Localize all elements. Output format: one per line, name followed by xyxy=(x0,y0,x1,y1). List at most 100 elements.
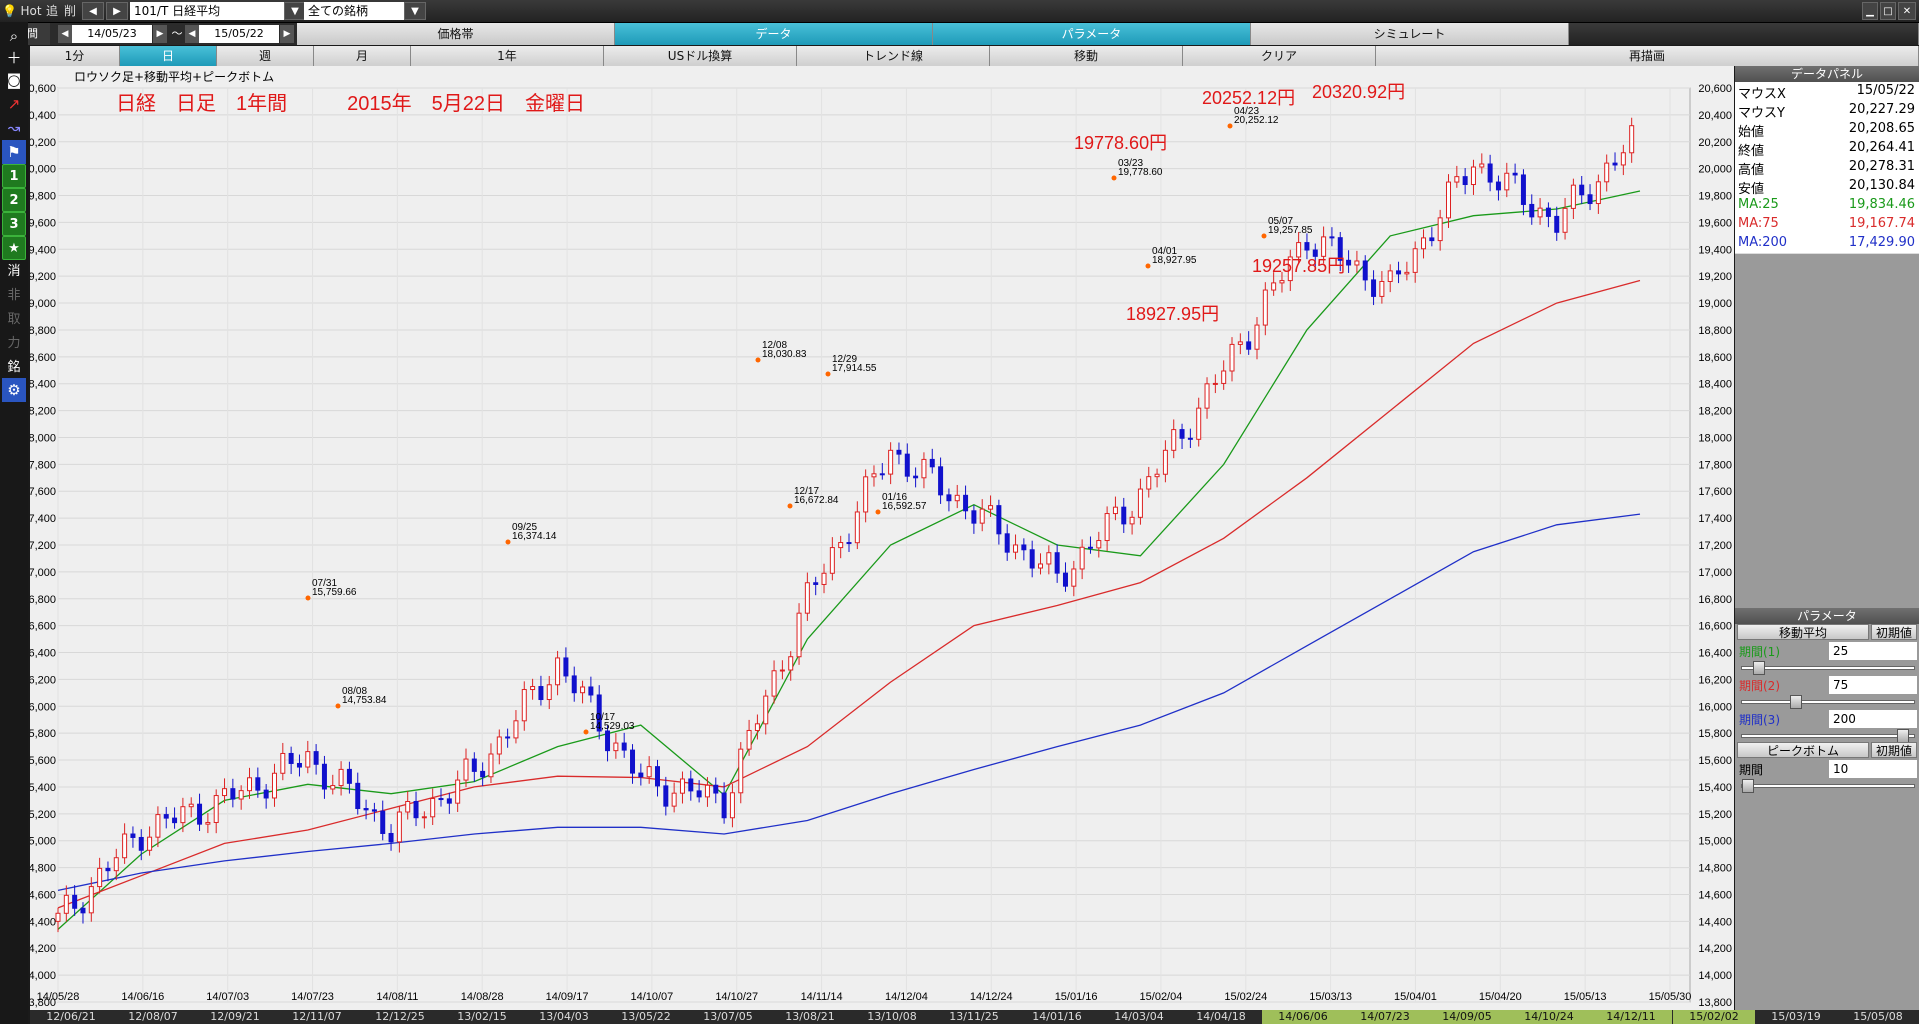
hot-button[interactable]: Hot xyxy=(20,4,42,18)
trendline-button[interactable]: トレンド線 xyxy=(797,46,990,66)
start-next-icon[interactable]: ▶ xyxy=(153,25,167,43)
fetch-button[interactable]: 取 xyxy=(7,312,21,327)
preset-2-button[interactable]: 2 xyxy=(2,188,26,212)
usd-convert-button[interactable]: USドル換算 xyxy=(604,46,797,66)
tab-daily[interactable]: 日 xyxy=(120,46,217,66)
clear-button[interactable]: クリア xyxy=(1183,46,1376,66)
param-value-field[interactable]: 75 xyxy=(1829,676,1917,694)
candle-body xyxy=(971,510,977,524)
peak-period-slider[interactable] xyxy=(1741,779,1915,793)
end-prev-icon[interactable]: ◀ xyxy=(185,25,199,43)
param-slider-thumb[interactable] xyxy=(1753,661,1765,675)
preset-1-button[interactable]: 1 xyxy=(2,164,26,188)
candle-body xyxy=(1104,513,1110,542)
plus-icon[interactable]: ＋ xyxy=(6,49,22,67)
preset-3-button[interactable]: 3 xyxy=(2,212,26,236)
tab-price-band[interactable]: 価格帯 xyxy=(297,23,615,45)
bulb-icon[interactable]: 💡 xyxy=(2,4,17,18)
peak-value: 17,914.55 xyxy=(832,363,877,374)
redraw-button[interactable]: 再描画 xyxy=(1376,46,1919,66)
tab-peak-bottom[interactable]: ピークボトム xyxy=(1737,742,1869,758)
tab-moving-average[interactable]: 移動平均 xyxy=(1737,624,1869,640)
next-symbol-icon[interactable]: ▶ xyxy=(106,2,128,20)
candle-body xyxy=(1620,152,1626,166)
candle-body xyxy=(913,475,919,479)
candle-body xyxy=(1029,549,1035,569)
chart-area[interactable]: ロウソク足+移動平均+ピークボトム 20,600 20,600 20,400 20,4… xyxy=(30,66,1734,1010)
candle-body xyxy=(1196,407,1202,440)
universe-dropdown-icon[interactable]: ▼ xyxy=(404,2,426,20)
flag-icon[interactable]: ⚑ xyxy=(2,140,26,164)
candle-body xyxy=(1612,162,1618,166)
area-chart-icon[interactable]: ↝ xyxy=(7,119,21,137)
param-slider-thumb[interactable] xyxy=(1897,729,1909,743)
input-button[interactable]: 力 xyxy=(7,336,21,351)
candle-body xyxy=(796,612,802,658)
candle-body xyxy=(1371,279,1377,297)
data-panel-header: データパネル xyxy=(1735,66,1919,82)
move-button[interactable]: 移動 xyxy=(990,46,1183,66)
param-slider[interactable] xyxy=(1741,661,1915,675)
reset-peak-button[interactable]: 初期値 xyxy=(1871,742,1917,758)
tab-1year[interactable]: 1年 xyxy=(411,46,604,66)
y-tick-label-left: 20,400 xyxy=(30,110,56,122)
start-date-field[interactable]: 14/05/23 xyxy=(72,25,152,43)
candle-body xyxy=(1046,552,1052,565)
price-chart[interactable]: 20,600 20,600 20,400 20,400 20,200 20,200 20,0… xyxy=(30,66,1734,1010)
candle-body xyxy=(363,808,369,811)
price-callout: 20252.12円 xyxy=(1202,88,1295,108)
minimize-icon[interactable]: ▁ xyxy=(1862,2,1878,20)
tab-simulate[interactable]: シミュレート xyxy=(1251,23,1569,45)
maximize-icon[interactable]: □ xyxy=(1880,2,1896,20)
timeline-label: 14/06/06 xyxy=(1262,1010,1344,1024)
y-tick-label-left: 16,800 xyxy=(30,594,56,606)
add-button[interactable]: 追 xyxy=(45,4,58,18)
candle-body xyxy=(804,582,810,614)
y-tick-label-left: 17,200 xyxy=(30,540,56,552)
symbol-dropdown-icon[interactable]: ▼ xyxy=(284,2,306,20)
close-icon[interactable]: ✕ xyxy=(1898,2,1916,20)
prev-symbol-icon[interactable]: ◀ xyxy=(82,2,104,20)
symbol-field[interactable]: 101/T 日経平均 xyxy=(130,2,284,20)
tab-monthly[interactable]: 月 xyxy=(314,46,411,66)
gear-icon[interactable]: ⚙ xyxy=(2,378,26,402)
peak-date: 04/01 xyxy=(1152,246,1177,257)
param-value-field[interactable]: 200 xyxy=(1829,710,1917,728)
param-slider[interactable] xyxy=(1741,695,1915,709)
peak-period-thumb[interactable] xyxy=(1742,779,1754,793)
tab-weekly[interactable]: 週 xyxy=(217,46,314,66)
tab-data[interactable]: データ xyxy=(615,23,933,45)
end-date-field[interactable]: 15/05/22 xyxy=(199,25,279,43)
peak-period-field[interactable]: 10 xyxy=(1829,760,1917,778)
peak-value: 20,252.12 xyxy=(1234,115,1279,126)
tab-1min[interactable]: 1分 xyxy=(30,46,120,66)
star-icon[interactable]: ★ xyxy=(2,236,26,260)
data-row-value: 20,130.84 xyxy=(1848,178,1915,193)
tab-parameter[interactable]: パラメータ xyxy=(933,23,1251,45)
hide-button[interactable]: 非 xyxy=(7,288,21,303)
candle-body xyxy=(480,770,486,778)
data-row-value: 17,429.90 xyxy=(1848,235,1915,250)
param-value-field[interactable]: 25 xyxy=(1829,642,1917,660)
erase-button[interactable]: 消 xyxy=(7,264,21,279)
param-slider[interactable] xyxy=(1741,729,1915,743)
universe-select[interactable]: 全ての銘柄 xyxy=(304,2,404,20)
candle-body xyxy=(1504,172,1510,191)
candle-body xyxy=(746,729,752,750)
x-tick-label: 14/10/27 xyxy=(715,991,758,1003)
delete-button[interactable]: 削 xyxy=(63,4,76,18)
stock-button[interactable]: 銘 xyxy=(7,360,21,375)
y-tick-label-left: 19,600 xyxy=(30,217,56,229)
param-slider-thumb[interactable] xyxy=(1790,695,1802,709)
timeframe-bar: 1分 日 週 月 1年 USドル換算 トレンド線 移動 クリア 再描画 xyxy=(30,46,1919,66)
search-icon[interactable]: ⌕ xyxy=(9,27,19,45)
overview-timeline[interactable]: 12/06/21 12/08/07 12/09/21 12/11/07 12/12/25… xyxy=(30,1010,1919,1024)
start-prev-icon[interactable]: ◀ xyxy=(58,25,72,43)
end-next-icon[interactable]: ▶ xyxy=(280,25,294,43)
y-tick-label-right: 19,000 xyxy=(1698,298,1732,310)
line-chart-icon[interactable]: ↗ xyxy=(7,95,21,113)
peak-value: 16,672.84 xyxy=(794,495,839,506)
camera-icon[interactable]: ◙ xyxy=(6,71,22,89)
reset-ma-button[interactable]: 初期値 xyxy=(1871,624,1917,640)
x-tick-label: 15/03/13 xyxy=(1309,991,1352,1003)
